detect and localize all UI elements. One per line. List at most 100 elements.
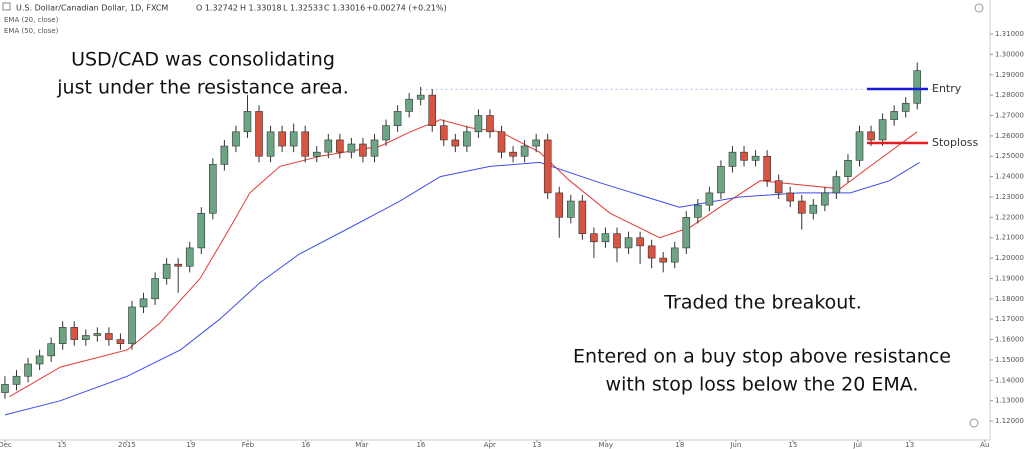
ohlc-high: H 1.33018	[240, 4, 282, 13]
candle-body	[209, 164, 217, 214]
x-tick-label: Jun	[729, 441, 741, 449]
y-tick-label: 1.21000	[995, 234, 1024, 242]
x-tick-label: 16	[301, 441, 310, 449]
level-label: Stoploss	[932, 136, 979, 149]
candle-body	[416, 94, 425, 100]
candle-body	[855, 131, 864, 161]
candle-body	[578, 200, 587, 234]
ohlc-open: O 1.32742	[196, 4, 238, 13]
candle-body	[832, 176, 841, 194]
candle-body	[555, 192, 564, 218]
candle-body	[428, 94, 437, 126]
y-tick-label: 1.26000	[995, 132, 1024, 140]
y-tick-label: 1.13000	[995, 397, 1024, 405]
candle-body	[474, 115, 483, 133]
y-tick-label: 1.27000	[995, 112, 1024, 120]
y-tick-label: 1.19000	[995, 274, 1024, 282]
candle-body	[913, 70, 922, 104]
candle-body	[590, 233, 598, 243]
y-tick-label: 1.18000	[995, 295, 1024, 303]
candle-body	[520, 145, 529, 157]
candle-body	[382, 125, 390, 141]
y-tick-label: 1.24000	[995, 173, 1024, 181]
candle-body	[797, 200, 806, 214]
x-tick-label: 16	[416, 441, 425, 449]
y-tick-label: 1.29000	[995, 71, 1024, 79]
x-tick-label: Feb	[242, 441, 255, 449]
candle-body	[359, 143, 367, 157]
x-tick-label: May	[599, 441, 613, 449]
candle-body	[1, 384, 9, 393]
annotation: Traded the breakout.	[663, 292, 862, 314]
candle-body	[728, 151, 737, 167]
candle-body	[278, 131, 286, 147]
candle-body	[439, 125, 448, 141]
annotation: Entered on a buy stop above resistance	[573, 346, 951, 368]
y-tick-label: 1.12000	[995, 417, 1024, 425]
candle-body	[47, 343, 55, 357]
candle-body	[636, 237, 644, 247]
candle-body	[774, 180, 783, 194]
candle-body	[682, 217, 691, 249]
candle-body	[844, 160, 852, 177]
candle-body	[82, 335, 90, 340]
candle-body	[139, 298, 148, 308]
settings-icon[interactable]	[974, 3, 984, 13]
candle-body	[347, 143, 356, 153]
candle-body	[670, 247, 679, 263]
candle-body	[128, 306, 136, 344]
x-tick-label: 15	[788, 441, 797, 449]
candle-body	[24, 363, 32, 377]
candle-body	[878, 119, 887, 141]
candle-body	[197, 212, 206, 249]
ohlc-low: L 1.32533	[283, 4, 323, 13]
candle-body	[162, 263, 171, 279]
x-tick-label: Au	[980, 441, 989, 449]
x-tick-label: Mar	[355, 441, 368, 449]
candle-body	[255, 111, 263, 157]
indicator-label: EMA (20, close)	[4, 16, 59, 24]
candle-body	[543, 139, 552, 194]
x-tick-label: Apr	[484, 441, 496, 449]
x-tick-label: 13	[532, 441, 541, 449]
candle-body	[324, 139, 333, 153]
candle-body	[266, 131, 275, 157]
x-tick-label: 19	[186, 441, 195, 449]
y-tick-label: 1.22000	[995, 213, 1024, 221]
candle-body	[370, 139, 379, 157]
y-tick-label: 1.23000	[995, 193, 1024, 201]
candle-body	[890, 111, 898, 120]
candle-body	[185, 247, 194, 267]
indicator-label: EMA (50, close)	[4, 27, 59, 35]
candle-body	[301, 131, 310, 157]
candle-body	[451, 139, 460, 147]
candle-body	[705, 192, 714, 206]
candle-body	[867, 131, 875, 141]
candle-body	[393, 111, 402, 126]
candle-body	[232, 131, 240, 147]
y-tick-label: 1.14000	[995, 376, 1024, 384]
collapse-icon[interactable]	[2, 2, 11, 11]
x-tick-label: 15	[58, 441, 67, 449]
settings-icon[interactable]	[969, 418, 979, 428]
change: +0.00274 (+0.21%)	[366, 4, 447, 13]
x-tick-label: 18	[675, 441, 684, 449]
candle-body	[901, 102, 910, 112]
y-tick-label: 1.30000	[995, 50, 1024, 58]
candle-body	[821, 192, 829, 206]
candle-body	[532, 139, 540, 147]
y-tick-label: 1.31000	[995, 30, 1024, 38]
candle-body	[624, 237, 633, 249]
candle-body	[243, 111, 252, 133]
candle-body	[567, 200, 575, 218]
candle-body	[751, 155, 760, 161]
candle-body	[405, 98, 413, 112]
candle-body	[289, 131, 298, 147]
candle-body	[809, 204, 818, 214]
x-tick-label: 13	[905, 441, 914, 449]
candle-body	[58, 327, 67, 344]
candle-body	[70, 327, 79, 340]
y-tick-label: 1.28000	[995, 91, 1024, 99]
level-label: Entry	[932, 82, 962, 95]
ema-line	[9, 119, 918, 398]
